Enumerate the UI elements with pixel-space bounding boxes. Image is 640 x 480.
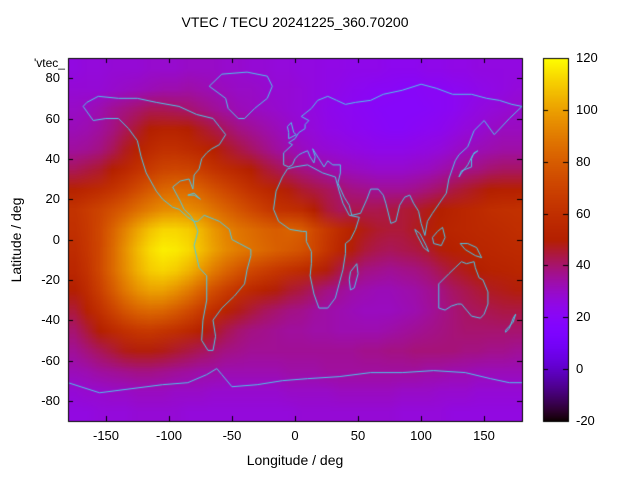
legend-key-label: 'vtec_ [34, 56, 65, 70]
y-tick-label: -60 [41, 353, 60, 368]
x-axis-label: Longitude / deg [246, 452, 344, 468]
y-tick-label: 20 [45, 191, 60, 206]
colorbar-tick-label: 100 [576, 102, 598, 117]
y-tick-label: 80 [45, 70, 60, 85]
chart-title: VTEC / TECU 20241225_360.70200 [181, 14, 409, 30]
x-tick-label: -50 [222, 428, 242, 443]
x-tick-label: 150 [473, 428, 495, 443]
y-tick-label: -80 [41, 393, 60, 408]
x-tick-label: -100 [155, 428, 183, 443]
colorbar-tick-label: 0 [576, 361, 584, 376]
y-tick-label: -20 [41, 272, 60, 287]
x-tick-label: 0 [291, 428, 299, 443]
y-tick-label: 60 [45, 111, 60, 126]
x-tick-label: 100 [410, 428, 432, 443]
x-tick-label: -150 [92, 428, 120, 443]
y-tick-label: -40 [41, 312, 60, 327]
y-axis-label: Latitude / deg [8, 197, 24, 283]
colorbar-tick-label: 60 [576, 206, 591, 221]
colorbar-tick-label: 20 [576, 309, 591, 324]
y-tick-label: 0 [52, 232, 60, 247]
y-tick-label: 40 [45, 151, 60, 166]
colorbar-tick-label: -20 [576, 413, 595, 428]
x-tick-label: 50 [350, 428, 366, 443]
colorbar-tick-label: 120 [576, 50, 598, 65]
colorbar-tick-label: 40 [576, 257, 591, 272]
colorbar-tick-label: 80 [576, 154, 591, 169]
